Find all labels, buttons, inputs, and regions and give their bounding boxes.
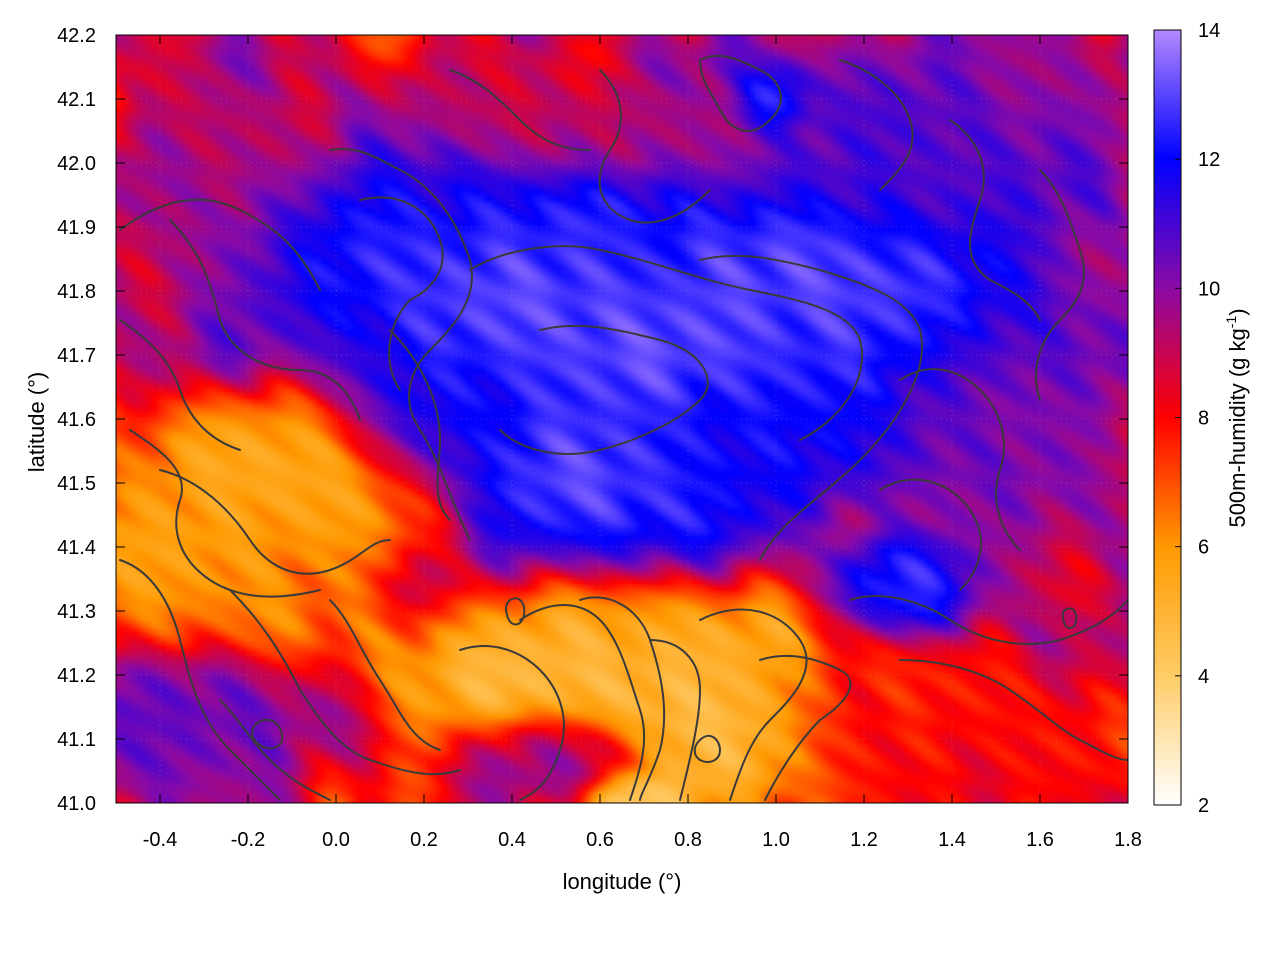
contour-line: [119, 559, 281, 801]
x-tick-label: 1.8: [1114, 829, 1142, 851]
plot-area: [116, 35, 1128, 803]
x-tick-label: 0.6: [586, 829, 614, 851]
y-tick-label: 41.5: [57, 473, 96, 495]
y-tick-label: 42.2: [57, 25, 96, 47]
x-tick-label: 0.4: [498, 829, 526, 851]
y-tick-label: 41.0: [57, 793, 96, 815]
y-tick-label: 41.3: [57, 601, 96, 623]
contour-line: [699, 54, 782, 132]
colorbar-ticks: 2 4 6 8 10 12 14: [1175, 20, 1220, 817]
y-tick-label: 41.4: [57, 537, 96, 559]
colorbar-title-close: ): [1225, 308, 1250, 315]
x-axis: -0.4 -0.2 0.0 0.2 0.4 0.6 0.8 1.0 1.2 1.4 1.6 1.8: [143, 35, 1142, 851]
contour-line: [251, 718, 284, 750]
contour-line: [499, 324, 709, 455]
y-tick-label: 41.6: [57, 409, 96, 431]
y-axis: 41.0 41.1 41.2 41.3 41.4 41.5 41.6 41.7 41.8 41.9…: [57, 25, 1128, 815]
contour-line: [169, 219, 361, 421]
contour-line: [899, 659, 1128, 761]
contour-line: [849, 595, 1128, 645]
x-tick-label: 1.4: [938, 829, 966, 851]
colorbar-tick-label: 2: [1198, 795, 1209, 817]
colorbar-tick-label: 14: [1198, 20, 1220, 42]
colorbar-tick-label: 6: [1198, 537, 1209, 559]
contour-line: [229, 589, 461, 776]
contour-line: [469, 245, 863, 441]
contour-line: [699, 608, 808, 801]
contour-line: [579, 596, 666, 801]
x-axis-title: longitude (°): [563, 869, 682, 894]
x-tick-label: 0.0: [322, 829, 350, 851]
y-tick-label: 41.2: [57, 665, 96, 687]
contour-line: [839, 59, 914, 191]
contour-line: [129, 429, 321, 598]
contour-line: [879, 478, 982, 591]
contour-line: [504, 597, 526, 626]
colorbar-title-sup: -1: [1223, 316, 1239, 329]
contour-line: [1035, 169, 1085, 401]
contour-line: [449, 69, 591, 151]
x-tick-label: 1.6: [1026, 829, 1054, 851]
contour-line: [159, 469, 391, 575]
contour-line: [329, 599, 441, 751]
contour-line: [219, 699, 331, 801]
contour-line: [519, 604, 646, 801]
colorbar-title-main: 500m-humidity (g kg: [1225, 328, 1250, 527]
colorbar-title: 500m-humidity (g kg-1): [1223, 308, 1250, 527]
contour-line: [699, 254, 923, 561]
contour-line: [119, 198, 321, 291]
contour-line: [649, 639, 701, 801]
x-tick-label: -0.4: [143, 829, 177, 851]
grid-lines: [116, 35, 1128, 803]
x-tick-label: 0.2: [410, 829, 438, 851]
y-tick-label: 41.9: [57, 217, 96, 239]
contour-line: [1061, 607, 1078, 629]
x-tick-label: -0.2: [231, 829, 265, 851]
colorbar-tick-label: 8: [1198, 408, 1209, 430]
y-tick-label: 41.7: [57, 345, 96, 367]
contour-line: [359, 196, 444, 391]
contour-line: [899, 368, 1021, 551]
contour-line: [949, 119, 1041, 321]
colorbar: 2 4 6 8 10 12 14 500m-humidity (g kg-1): [1153, 20, 1250, 817]
colorbar-tick-label: 10: [1198, 278, 1220, 300]
colorbar-tick-label: 12: [1198, 149, 1220, 171]
y-tick-label: 41.8: [57, 281, 96, 303]
contour-line: [119, 319, 241, 451]
x-tick-label: 0.8: [674, 829, 702, 851]
contour-line: [598, 69, 711, 224]
contour-line: [693, 734, 721, 763]
contour-line: [459, 645, 565, 801]
contour-line: [329, 148, 473, 541]
y-axis-title: latitude (°): [24, 372, 49, 473]
y-tick-label: 42.0: [57, 153, 96, 175]
x-tick-label: 1.0: [762, 829, 790, 851]
y-tick-label: 42.1: [57, 89, 96, 111]
contour-line: [389, 329, 451, 521]
contour-lines: [119, 54, 1128, 801]
y-tick-label: 41.1: [57, 729, 96, 751]
contour-line: [759, 654, 852, 801]
colorbar-tick-label: 4: [1198, 666, 1209, 688]
x-tick-label: 1.2: [850, 829, 878, 851]
